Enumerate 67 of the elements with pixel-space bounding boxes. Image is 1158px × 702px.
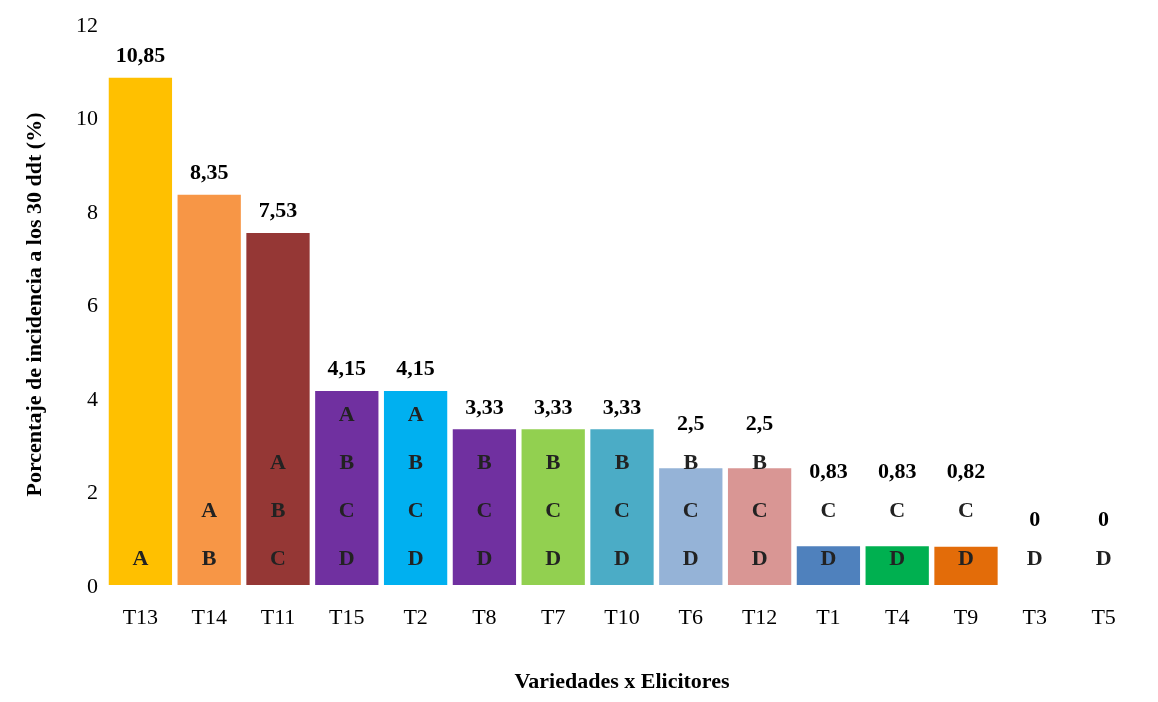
y-tick-label: 8: [87, 198, 98, 224]
x-axis-title: Variedades x Elicitores: [514, 667, 730, 693]
annotation: B C D: [545, 448, 562, 570]
x-tick-label: T10: [604, 603, 640, 629]
annotation: A B C: [270, 448, 287, 570]
data-label: 0,82: [946, 457, 986, 483]
y-tick-label: 2: [87, 479, 98, 504]
bar: [452, 429, 517, 585]
data-label: 0: [1098, 505, 1110, 531]
annotation: C D: [820, 496, 837, 570]
data-label: 7,53: [258, 197, 298, 223]
annotation: B C D: [476, 448, 493, 570]
annotation: C D: [889, 496, 906, 570]
data-label: 3,33: [602, 393, 642, 419]
x-tick-label: T13: [122, 603, 159, 629]
data-label: 4,15: [396, 355, 435, 381]
bar: [383, 390, 448, 585]
x-tick-label: T8: [472, 603, 497, 629]
data-label: 3,33: [465, 393, 504, 419]
y-tick-label: 10: [76, 105, 98, 130]
x-tick-label: T1: [816, 603, 841, 629]
annotation: C D: [958, 496, 974, 570]
bar: [659, 468, 723, 585]
data-label: 4,15: [327, 355, 367, 381]
data-label: 3,33: [533, 393, 573, 419]
bar: [865, 546, 929, 585]
x-tick-label: T5: [1091, 603, 1116, 629]
data-label: 2,5: [745, 409, 774, 435]
bar: [727, 468, 792, 585]
x-tick-label: T14: [191, 603, 227, 629]
y-tick-label: 12: [76, 11, 98, 37]
y-tick-label: 4: [87, 385, 98, 411]
annotation: A B: [201, 496, 218, 570]
data-label: 0,83: [809, 457, 848, 483]
y-axis-title: Porcentaje de incidencia a los 30 ddt (%): [20, 112, 46, 497]
y-tick-label: 0: [87, 572, 98, 598]
x-tick-label: T4: [884, 603, 910, 629]
annotation: A B C D: [407, 400, 424, 570]
x-tick-label: T2: [403, 603, 428, 629]
bar: [315, 390, 379, 585]
annotation: A: [132, 544, 149, 570]
bar: [796, 546, 861, 585]
bar: [590, 429, 654, 585]
annotation: B C D: [751, 448, 768, 570]
annotation: D: [1026, 544, 1043, 570]
annotation: A B C D: [338, 400, 355, 570]
y-tick-label: 6: [87, 292, 98, 317]
data-label: 10,85: [115, 42, 166, 68]
bar: [934, 546, 998, 585]
bar: [177, 194, 241, 585]
data-label: 0,83: [877, 457, 917, 483]
x-tick-label: T15: [329, 603, 365, 629]
data-label: 8,35: [189, 159, 229, 185]
data-label: 2,5: [677, 409, 705, 435]
data-label: 0: [1029, 505, 1041, 531]
x-tick-label: T7: [540, 603, 566, 629]
bar: [108, 77, 173, 585]
annotation: B C D: [614, 448, 630, 570]
x-tick-label: T3: [1022, 603, 1048, 629]
bar: [246, 232, 310, 585]
x-tick-label: T6: [678, 603, 704, 629]
annotation: D: [1095, 544, 1112, 570]
bar: [521, 429, 585, 585]
x-tick-label: T12: [741, 603, 778, 629]
x-tick-label: T9: [953, 603, 979, 629]
annotation: B C D: [682, 448, 699, 570]
x-tick-label: T11: [260, 603, 296, 629]
